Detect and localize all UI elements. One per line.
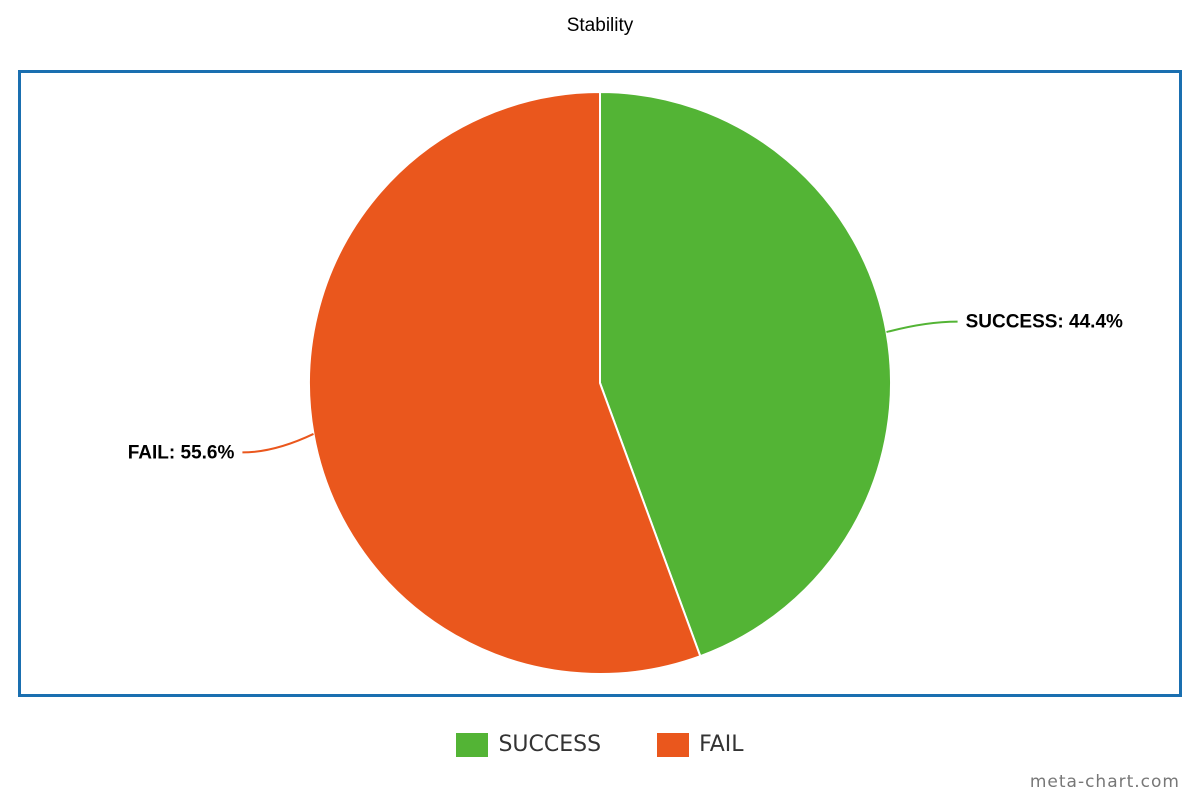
label-connector-fail xyxy=(242,433,314,454)
legend-item-success[interactable]: SUCCESS xyxy=(456,732,601,757)
legend-label-success: SUCCESS xyxy=(498,732,602,757)
legend-swatch-fail xyxy=(657,732,690,757)
legend-label-fail: FAIL xyxy=(699,732,744,757)
label-connector-success xyxy=(886,320,958,334)
legend-item-fail[interactable]: FAIL xyxy=(657,732,744,757)
plot-area-frame xyxy=(18,70,1182,697)
pie-slice-fail[interactable] xyxy=(308,90,702,675)
data-label-success: SUCCESS: 44.4% xyxy=(966,312,1123,333)
watermark-text: meta-chart.com xyxy=(1029,772,1180,792)
data-label-fail: FAIL: 55.6% xyxy=(128,442,235,463)
legend-swatch-success xyxy=(456,732,489,757)
chart-title: Stability xyxy=(566,15,634,36)
chart-legend: SUCCESS FAIL xyxy=(0,732,1200,757)
